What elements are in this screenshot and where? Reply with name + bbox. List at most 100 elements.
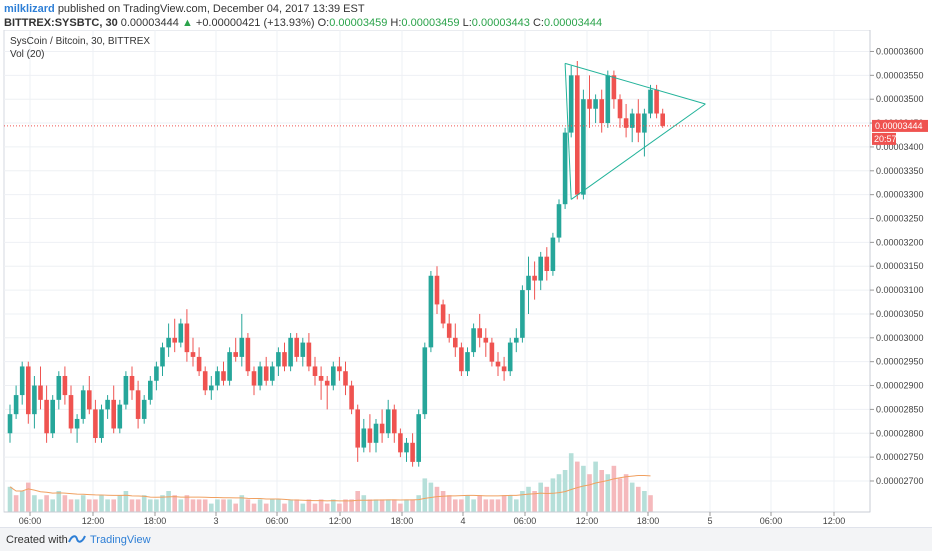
volume-bar bbox=[550, 478, 556, 512]
volume-bar bbox=[99, 495, 104, 512]
candle-body bbox=[337, 366, 342, 372]
candle bbox=[434, 266, 440, 314]
candle-body bbox=[477, 328, 482, 338]
x-tick-label: 4 bbox=[460, 516, 465, 526]
volume-bar bbox=[239, 495, 245, 512]
candle-body bbox=[453, 337, 458, 348]
candle-body bbox=[465, 352, 470, 372]
candle-body bbox=[422, 347, 428, 415]
candle-body bbox=[233, 352, 238, 357]
candle bbox=[99, 404, 104, 443]
volume-bar bbox=[227, 499, 232, 512]
candle-body bbox=[446, 323, 452, 338]
candle bbox=[581, 89, 586, 200]
candle-body bbox=[404, 442, 409, 453]
candle-body bbox=[282, 352, 287, 367]
candle bbox=[575, 61, 580, 200]
volume-bar bbox=[68, 499, 74, 512]
y-tick-label: 0.00003350 bbox=[876, 166, 924, 176]
candle-body bbox=[306, 342, 312, 367]
volume-bar bbox=[514, 499, 519, 512]
y-tick-label: 0.00002800 bbox=[876, 428, 924, 438]
volume-bar bbox=[318, 499, 324, 512]
candle bbox=[306, 333, 312, 372]
candle-body bbox=[288, 337, 293, 367]
y-tick-label: 0.00003600 bbox=[876, 46, 924, 56]
volume-bar bbox=[398, 503, 403, 512]
volume-bar bbox=[80, 495, 86, 512]
candle-body bbox=[178, 323, 184, 343]
candle bbox=[636, 99, 641, 143]
candle bbox=[68, 385, 74, 434]
candle-body bbox=[642, 113, 647, 133]
author-link[interactable]: milklizard bbox=[4, 3, 55, 15]
countdown-tag: 20:57 bbox=[874, 134, 897, 144]
volume-bar bbox=[544, 486, 550, 512]
volume-bar bbox=[263, 503, 269, 512]
candle-body bbox=[245, 337, 251, 372]
volume-bar bbox=[215, 499, 220, 512]
x-tick-label: 3 bbox=[213, 516, 218, 526]
high-value: 0.00003459 bbox=[401, 17, 460, 29]
y-tick-label: 0.00003250 bbox=[876, 214, 924, 224]
candle-body bbox=[99, 409, 104, 439]
candle-body bbox=[190, 352, 196, 357]
candle-body bbox=[87, 390, 92, 410]
publish-info: published on TradingView.com, December 0… bbox=[57, 3, 365, 15]
y-axis[interactable]: 0.000036000.000035500.000035000.00003450… bbox=[869, 30, 924, 512]
volume-bar bbox=[166, 491, 171, 512]
candle bbox=[453, 323, 458, 357]
candle-body bbox=[209, 385, 214, 391]
candle bbox=[422, 342, 428, 419]
volume-bar bbox=[38, 499, 43, 512]
candle-body bbox=[318, 375, 324, 381]
candle bbox=[270, 361, 275, 386]
candle bbox=[13, 385, 19, 419]
candle bbox=[80, 385, 86, 424]
volume-bar bbox=[117, 495, 123, 512]
volume-bar bbox=[623, 474, 629, 512]
triangle-drawing[interactable] bbox=[564, 62, 706, 200]
volume-bar bbox=[520, 491, 525, 512]
price-chart[interactable]: SysCoin / Bitcoin, 30, BITTREX Vol (20) … bbox=[0, 30, 932, 527]
candle-body bbox=[367, 428, 373, 443]
candle-body bbox=[26, 366, 31, 415]
candle bbox=[38, 366, 43, 410]
x-tick-label: 12:00 bbox=[329, 516, 352, 526]
candle-body bbox=[568, 75, 574, 133]
candle-body bbox=[526, 275, 531, 291]
candle bbox=[471, 323, 476, 357]
tradingview-brand[interactable]: TradingView bbox=[90, 534, 151, 546]
triangle-left-line bbox=[564, 63, 572, 200]
candle bbox=[489, 337, 495, 367]
candle bbox=[446, 313, 452, 343]
x-axis[interactable]: 06:00 12:00 18:00 3 06:00 12:00 18:00 4 06:00 12:… bbox=[4, 511, 870, 526]
candle-body bbox=[459, 347, 464, 372]
candle bbox=[184, 309, 190, 362]
candle bbox=[416, 409, 421, 467]
candle bbox=[141, 395, 147, 424]
candle bbox=[526, 256, 531, 314]
volume-bar bbox=[526, 486, 531, 512]
candle bbox=[556, 199, 562, 243]
footer-bar: Created with TradingView bbox=[0, 527, 932, 551]
volume-bar bbox=[337, 503, 342, 512]
candle bbox=[50, 395, 55, 439]
close-label: C: bbox=[532, 17, 544, 29]
y-tick-label: 0.00003100 bbox=[876, 285, 924, 295]
candle-body bbox=[611, 75, 617, 100]
candle-body bbox=[19, 366, 25, 396]
candle bbox=[209, 375, 214, 400]
volume-bar bbox=[617, 478, 623, 512]
volume-bar bbox=[440, 491, 446, 512]
candle-body bbox=[599, 99, 604, 124]
volume-bar bbox=[184, 495, 190, 512]
high-label: H: bbox=[390, 17, 402, 29]
y-tick-label: 0.00003200 bbox=[876, 237, 924, 247]
volume-bar bbox=[611, 465, 617, 512]
candle bbox=[532, 261, 537, 300]
candle-body bbox=[251, 371, 257, 386]
candle bbox=[312, 356, 318, 386]
candle-body bbox=[495, 361, 501, 367]
candle bbox=[19, 361, 25, 405]
